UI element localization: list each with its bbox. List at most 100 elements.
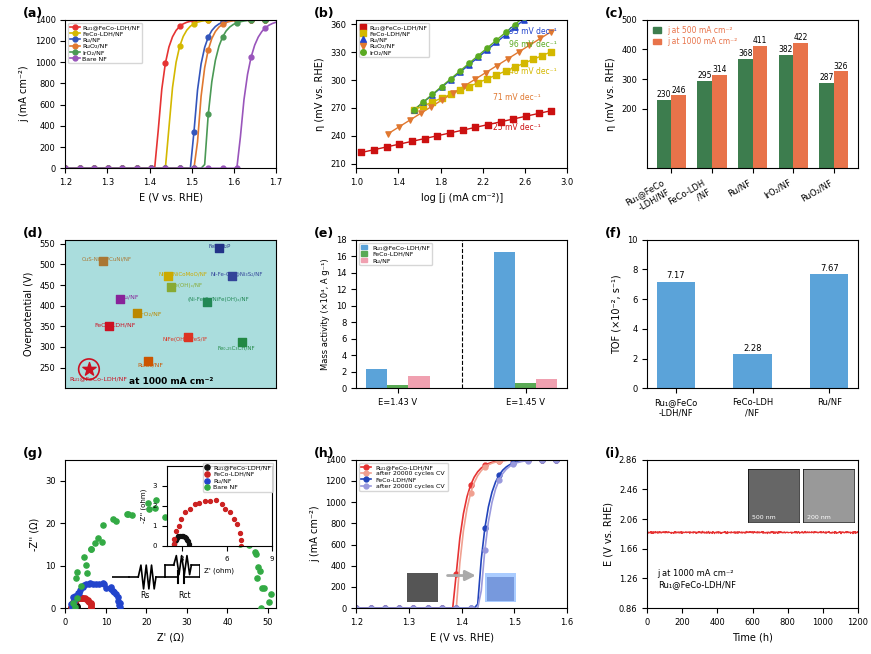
Bar	[793, 43, 807, 168]
FeCo-LDH/NF	[66, 599, 80, 610]
Point	[533, 33, 547, 44]
Point	[130, 308, 144, 318]
Text: (h): (h)	[314, 447, 334, 460]
Bare NF	[84, 543, 98, 554]
X-axis label: log [j (mA cm⁻²)]: log [j (mA cm⁻²)]	[421, 192, 503, 203]
Text: (d): (d)	[24, 227, 44, 239]
Bar	[712, 75, 726, 168]
Ru/NF	[96, 577, 110, 588]
Bare NF	[254, 603, 268, 613]
Bare NF	[121, 508, 135, 519]
Point	[526, 4, 540, 14]
Point	[490, 61, 503, 71]
Point	[418, 133, 432, 144]
Point	[517, 12, 530, 22]
Ru/NF	[71, 587, 84, 598]
FeCo-LDH/NF	[64, 603, 78, 613]
Ru/NF	[79, 579, 93, 590]
Bare NF	[106, 514, 120, 525]
Point	[531, 108, 545, 118]
Ru₁@FeCo-LDH/NF	[68, 600, 82, 610]
Text: 411: 411	[753, 37, 767, 46]
Ru₁@FeCo-LDH/NF	[67, 600, 81, 610]
Bare NF	[190, 513, 204, 524]
Text: CuS-Ni₃S₂/CuNi/NF: CuS-Ni₃S₂/CuNi/NF	[82, 257, 132, 262]
FeCo-LDH/NF	[71, 593, 85, 604]
Ru/NF	[85, 579, 99, 589]
Bare NF	[110, 516, 124, 526]
FeCo-LDH/NF	[65, 600, 79, 611]
Bar	[672, 95, 686, 168]
Bar	[366, 370, 387, 388]
Bare NF	[79, 560, 93, 570]
Bar	[657, 100, 672, 168]
Ru₁@FeCo-LDH/NF	[70, 602, 84, 612]
FeCo-LDH/NF	[84, 603, 98, 613]
Bar	[819, 83, 834, 168]
Bare NF	[159, 512, 172, 523]
Text: 326: 326	[834, 61, 848, 71]
Point	[408, 105, 422, 115]
Point	[426, 97, 440, 107]
Text: 96 mV dec⁻¹: 96 mV dec⁻¹	[509, 39, 557, 48]
Bare NF	[248, 547, 262, 557]
Bare NF	[262, 596, 276, 607]
Bare NF	[149, 495, 163, 506]
FeCo-LDH/NF	[82, 597, 96, 608]
Bare NF	[95, 536, 109, 547]
Ru₁@FeCo-LDH/NF	[71, 602, 84, 613]
FeCo-LDH/NF	[81, 594, 95, 605]
Text: 48 mV dec⁻¹: 48 mV dec⁻¹	[509, 67, 557, 77]
Bare NF	[210, 518, 224, 528]
Text: 368: 368	[738, 49, 753, 58]
Legend: Ru₁@FeCo-LDH/NF, after 20000 cycles CV, FeCo-LDH/NF, after 20000 cycles CV : Ru₁@FeCo-LDH/NF, after 20000 cycles CV, …	[360, 463, 448, 490]
Text: NiFe(OH)ₓ/NF: NiFe(OH)ₓ/NF	[166, 283, 203, 288]
Point	[456, 125, 469, 135]
Bare NF	[233, 539, 246, 549]
Point	[508, 20, 522, 30]
FeCo-LDH/NF	[66, 597, 80, 608]
Text: (a): (a)	[24, 7, 44, 20]
Point	[402, 115, 416, 126]
Ru/NF	[66, 591, 80, 602]
FeCo-LDH/NF	[77, 593, 91, 603]
Point	[354, 147, 368, 158]
Text: (c): (c)	[605, 7, 625, 20]
Bare NF	[265, 589, 279, 599]
Point	[235, 337, 249, 347]
FeCo-LDH/NF	[84, 599, 98, 610]
Point	[519, 111, 533, 122]
Ru₁@FeCo-LDH/NF	[64, 602, 78, 612]
Ru/NF	[111, 596, 125, 606]
Bar	[698, 80, 712, 168]
Point	[544, 26, 558, 37]
Bare NF	[97, 520, 111, 530]
Point	[82, 364, 96, 375]
X-axis label: Z' (Ω): Z' (Ω)	[157, 632, 185, 642]
Ru₁@FeCo-LDH/NF	[64, 602, 78, 613]
Ru/NF	[83, 579, 97, 589]
Point	[381, 129, 395, 139]
Ru/NF	[71, 587, 85, 598]
Ru/NF	[76, 581, 90, 592]
Point	[180, 332, 194, 342]
Point	[471, 77, 485, 88]
FancyBboxPatch shape	[407, 572, 438, 602]
Point	[526, 54, 540, 65]
Bare NF	[255, 583, 269, 594]
Point	[506, 114, 520, 124]
Y-axis label: -Z'' (Ω): -Z'' (Ω)	[30, 517, 39, 551]
Bare NF	[88, 538, 102, 548]
FeCo-LDH/NF	[81, 596, 95, 606]
Point	[544, 0, 558, 3]
Point	[435, 93, 449, 103]
Bare NF	[226, 531, 240, 542]
FeCo-LDH/NF	[84, 600, 98, 610]
Y-axis label: E (V vs. RHE): E (V vs. RHE)	[604, 502, 613, 566]
Point	[544, 105, 558, 116]
Bar	[515, 383, 537, 388]
Text: 71 mV dec⁻¹: 71 mV dec⁻¹	[493, 94, 541, 103]
Point	[469, 122, 483, 133]
Point	[535, 50, 549, 61]
Bare NF	[142, 504, 156, 514]
